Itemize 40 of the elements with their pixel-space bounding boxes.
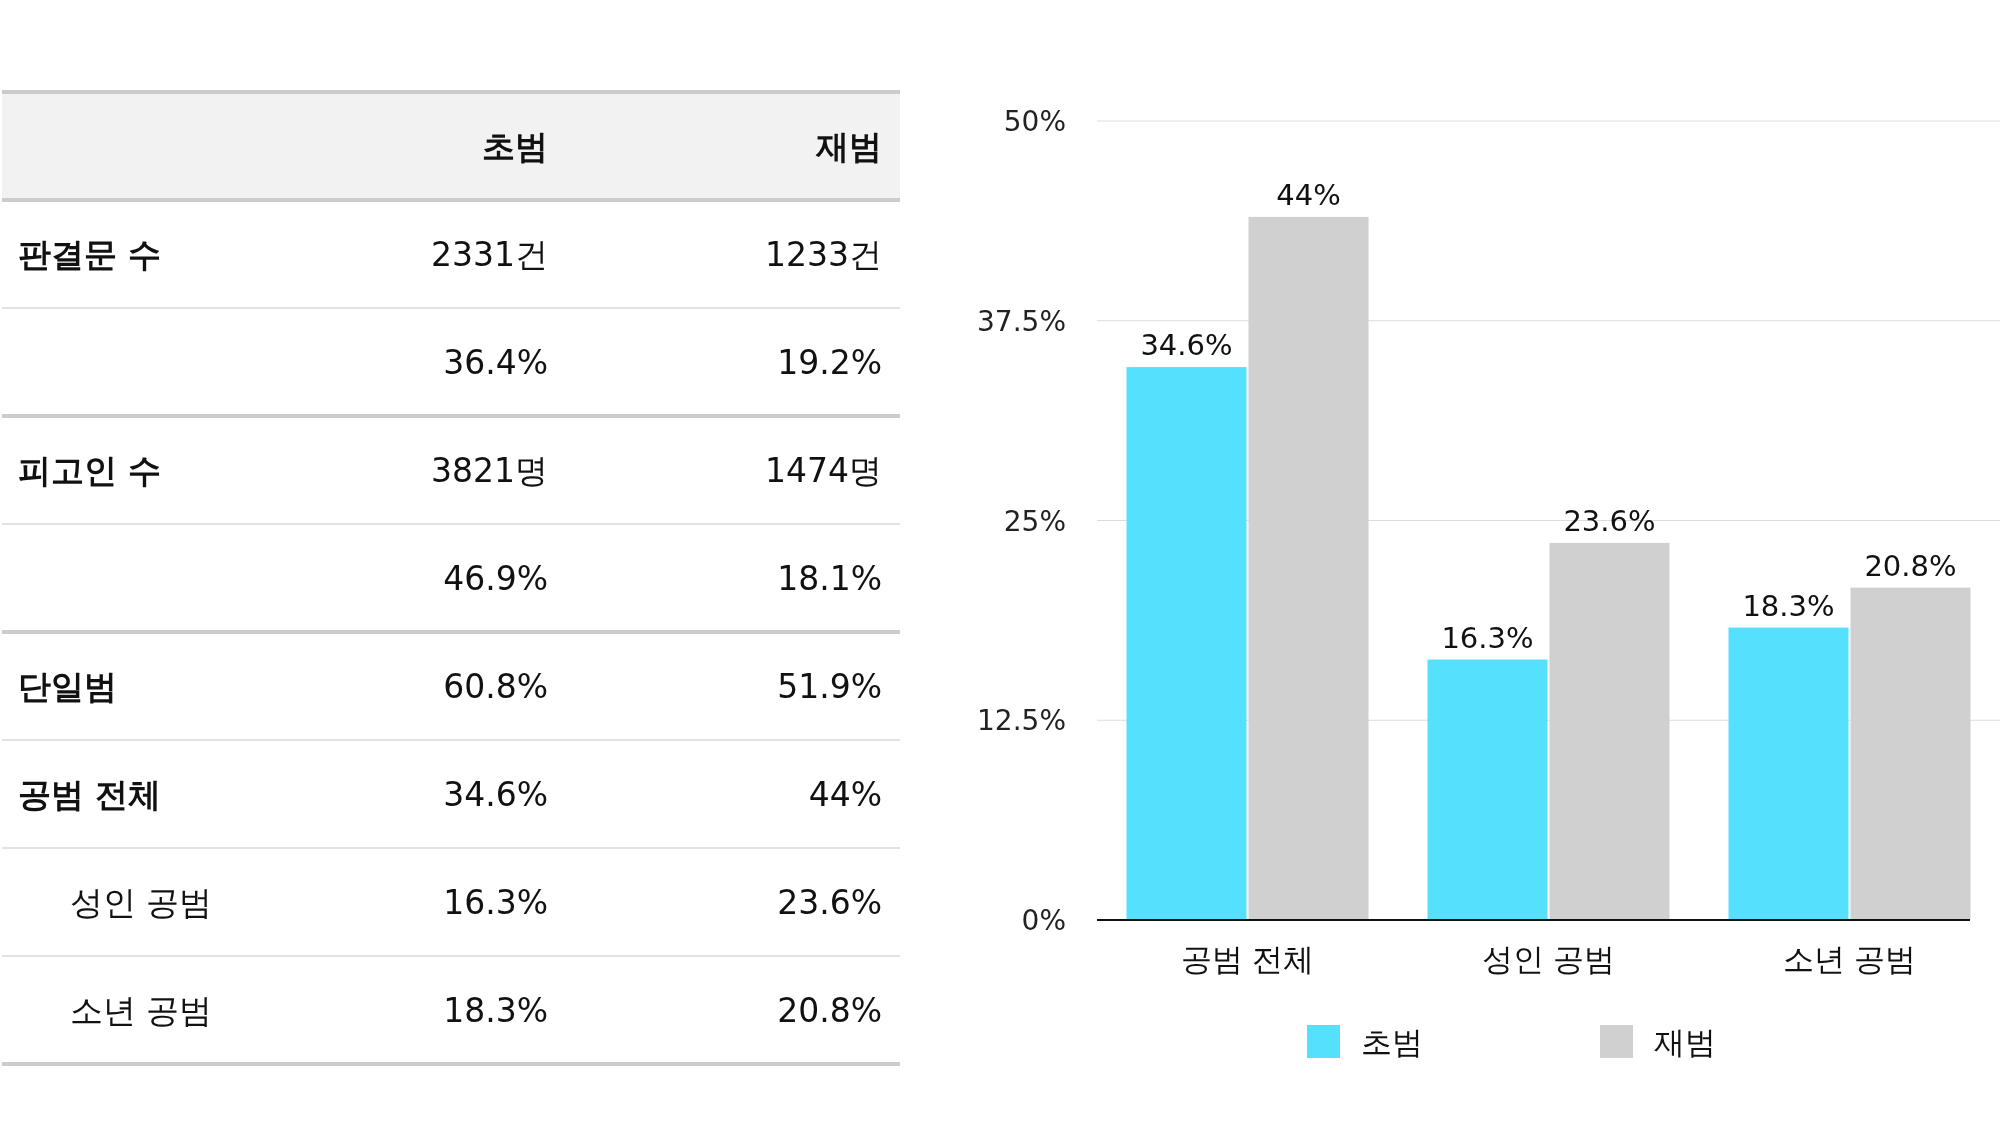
category-label: 단일범 — [18, 667, 117, 706]
text: 18.1% — [777, 559, 882, 598]
text: 51.9% — [777, 667, 882, 706]
text: 16.3% — [443, 883, 548, 922]
data-label: 18.3% — [1742, 588, 1835, 623]
category-label: 판결문 수 — [18, 235, 162, 274]
data-label: 23.6% — [1563, 503, 1656, 538]
text: 1233건 — [765, 235, 882, 274]
x-tick-label: 공범 전체 — [1180, 941, 1315, 977]
text: 3821명 — [431, 451, 548, 490]
text: 1474명 — [765, 451, 882, 490]
text: 20.8% — [777, 991, 882, 1030]
text: 46.9% — [443, 559, 548, 598]
data-label: 44% — [1276, 177, 1341, 212]
y-tick-label: 0% — [1021, 904, 1066, 937]
text: 18.3% — [443, 991, 548, 1030]
category-label: 소년 공범 — [70, 991, 213, 1030]
category-label: 성인 공범 — [70, 883, 213, 922]
category-label: 초범 — [482, 127, 548, 166]
text: 34.6% — [443, 775, 548, 814]
y-tick-label: 37.5% — [977, 304, 1066, 338]
legend-label: 재범 — [1654, 1024, 1716, 1060]
x-tick-label: 성인 공범 — [1481, 941, 1616, 977]
category-label: 재범 — [815, 127, 882, 166]
category-label: 공범 전체 — [18, 775, 162, 814]
data-label: 16.3% — [1441, 620, 1534, 655]
y-tick-label: 12.5% — [977, 704, 1066, 738]
text: 23.6% — [777, 883, 882, 922]
y-tick-label: 25% — [1003, 504, 1066, 538]
text: 2331건 — [431, 235, 548, 274]
text: 36.4% — [443, 343, 548, 382]
text: 44% — [808, 775, 882, 814]
data-label: 34.6% — [1140, 328, 1233, 363]
x-tick-label: 소년 공범 — [1782, 941, 1917, 977]
category-label: 피고인 수 — [18, 451, 162, 490]
text: 60.8% — [443, 667, 548, 706]
data-label: 20.8% — [1864, 548, 1957, 583]
text: 19.2% — [777, 343, 882, 382]
legend-label: 초범 — [1361, 1024, 1423, 1060]
y-tick-label: 50% — [1003, 105, 1066, 138]
